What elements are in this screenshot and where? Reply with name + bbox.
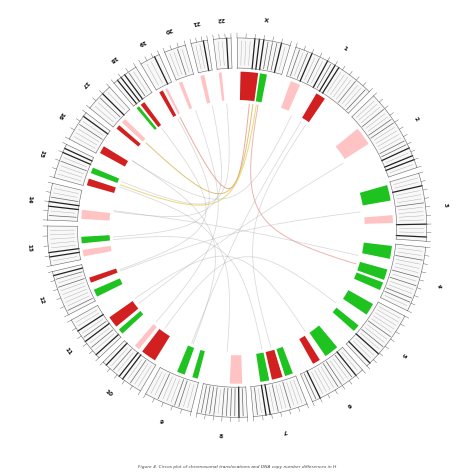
Text: 8: 8 bbox=[218, 434, 223, 439]
Text: 15: 15 bbox=[37, 149, 45, 158]
Polygon shape bbox=[237, 38, 290, 74]
Polygon shape bbox=[256, 73, 267, 102]
Polygon shape bbox=[119, 311, 143, 333]
Text: Figure 4. Circos plot of chromosomal translocations and DNA copy number differen: Figure 4. Circos plot of chromosomal tra… bbox=[138, 465, 336, 469]
Polygon shape bbox=[159, 90, 176, 117]
Polygon shape bbox=[141, 54, 172, 90]
Text: 7: 7 bbox=[283, 429, 288, 434]
Text: 4: 4 bbox=[435, 282, 441, 288]
Polygon shape bbox=[47, 183, 82, 221]
Text: 12: 12 bbox=[37, 296, 45, 305]
Polygon shape bbox=[240, 71, 258, 101]
Text: 5: 5 bbox=[400, 351, 407, 358]
Polygon shape bbox=[360, 185, 391, 205]
Text: 16: 16 bbox=[56, 110, 65, 120]
Polygon shape bbox=[47, 226, 81, 266]
Text: 3: 3 bbox=[442, 202, 447, 207]
Polygon shape bbox=[352, 96, 417, 177]
Polygon shape bbox=[299, 336, 320, 364]
Text: 18: 18 bbox=[109, 54, 118, 63]
Text: 10: 10 bbox=[104, 389, 114, 398]
Polygon shape bbox=[390, 173, 427, 241]
Polygon shape bbox=[219, 72, 224, 101]
Polygon shape bbox=[357, 262, 387, 280]
Polygon shape bbox=[100, 146, 128, 166]
Polygon shape bbox=[276, 347, 293, 376]
Text: 2: 2 bbox=[413, 116, 419, 122]
Polygon shape bbox=[336, 129, 369, 159]
Polygon shape bbox=[286, 47, 369, 114]
Polygon shape bbox=[103, 341, 156, 391]
Polygon shape bbox=[192, 350, 205, 379]
Text: 17: 17 bbox=[81, 79, 90, 88]
Polygon shape bbox=[54, 144, 94, 185]
Polygon shape bbox=[281, 81, 300, 111]
Polygon shape bbox=[213, 38, 232, 70]
Text: 21: 21 bbox=[191, 19, 200, 26]
Text: 14: 14 bbox=[27, 194, 33, 203]
Polygon shape bbox=[82, 246, 111, 256]
Text: 6: 6 bbox=[346, 401, 352, 407]
Polygon shape bbox=[302, 93, 325, 122]
Polygon shape bbox=[81, 235, 110, 244]
Polygon shape bbox=[197, 384, 247, 417]
Polygon shape bbox=[146, 368, 199, 412]
Text: 11: 11 bbox=[64, 347, 73, 356]
Text: 13: 13 bbox=[26, 244, 32, 252]
Polygon shape bbox=[135, 324, 157, 349]
Polygon shape bbox=[69, 113, 110, 153]
Polygon shape bbox=[137, 106, 157, 130]
Polygon shape bbox=[87, 179, 116, 193]
Polygon shape bbox=[251, 376, 307, 417]
Polygon shape bbox=[346, 302, 405, 366]
Text: 19: 19 bbox=[136, 38, 146, 46]
Polygon shape bbox=[256, 352, 269, 382]
Polygon shape bbox=[53, 264, 95, 315]
Polygon shape bbox=[265, 350, 283, 380]
Polygon shape bbox=[94, 279, 122, 297]
Text: 1: 1 bbox=[342, 45, 348, 52]
Polygon shape bbox=[201, 75, 210, 104]
Polygon shape bbox=[343, 290, 373, 315]
Polygon shape bbox=[90, 87, 130, 127]
Polygon shape bbox=[109, 301, 138, 326]
Polygon shape bbox=[141, 102, 161, 127]
Polygon shape bbox=[89, 269, 118, 283]
Text: 22: 22 bbox=[216, 16, 225, 22]
Text: X: X bbox=[264, 18, 269, 23]
Text: 9: 9 bbox=[158, 420, 164, 426]
Polygon shape bbox=[165, 88, 180, 114]
Polygon shape bbox=[191, 40, 212, 73]
Polygon shape bbox=[333, 307, 358, 331]
Polygon shape bbox=[354, 272, 383, 290]
Polygon shape bbox=[122, 119, 146, 141]
Polygon shape bbox=[91, 167, 119, 183]
Polygon shape bbox=[362, 243, 392, 259]
Text: 20: 20 bbox=[164, 26, 173, 34]
Polygon shape bbox=[177, 345, 194, 375]
Polygon shape bbox=[310, 325, 337, 356]
Polygon shape bbox=[81, 210, 110, 220]
Polygon shape bbox=[114, 67, 152, 106]
Polygon shape bbox=[301, 347, 363, 402]
Polygon shape bbox=[164, 45, 193, 80]
Polygon shape bbox=[364, 215, 393, 224]
Polygon shape bbox=[381, 244, 426, 311]
Polygon shape bbox=[71, 306, 121, 358]
Polygon shape bbox=[179, 81, 192, 109]
Polygon shape bbox=[230, 355, 242, 384]
Polygon shape bbox=[142, 329, 170, 360]
Polygon shape bbox=[117, 125, 141, 147]
